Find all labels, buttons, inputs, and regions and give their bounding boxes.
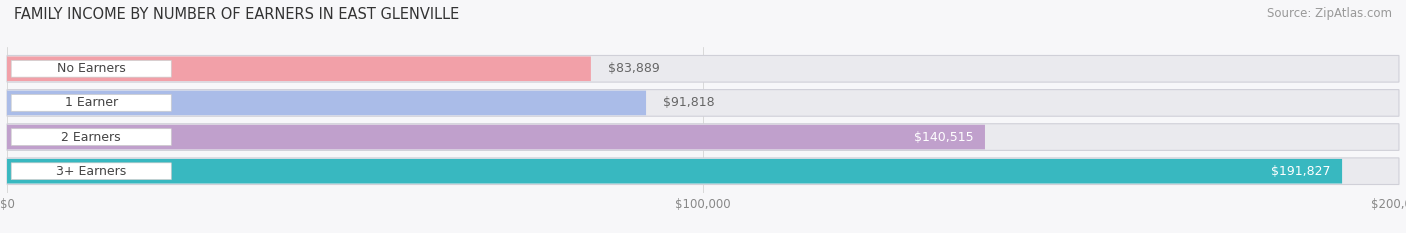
FancyBboxPatch shape (7, 55, 1399, 82)
FancyBboxPatch shape (7, 90, 1399, 116)
FancyBboxPatch shape (11, 163, 172, 180)
FancyBboxPatch shape (7, 56, 591, 81)
FancyBboxPatch shape (7, 124, 1399, 150)
Text: $83,889: $83,889 (607, 62, 659, 75)
Text: No Earners: No Earners (56, 62, 125, 75)
Text: 2 Earners: 2 Earners (62, 130, 121, 144)
FancyBboxPatch shape (7, 91, 645, 115)
FancyBboxPatch shape (11, 60, 172, 77)
Text: 1 Earner: 1 Earner (65, 96, 118, 110)
Text: FAMILY INCOME BY NUMBER OF EARNERS IN EAST GLENVILLE: FAMILY INCOME BY NUMBER OF EARNERS IN EA… (14, 7, 460, 22)
Text: 3+ Earners: 3+ Earners (56, 165, 127, 178)
Text: Source: ZipAtlas.com: Source: ZipAtlas.com (1267, 7, 1392, 20)
FancyBboxPatch shape (7, 125, 986, 149)
Text: $91,818: $91,818 (662, 96, 714, 110)
FancyBboxPatch shape (7, 158, 1399, 185)
Text: $140,515: $140,515 (914, 130, 974, 144)
Text: $191,827: $191,827 (1271, 165, 1331, 178)
FancyBboxPatch shape (11, 129, 172, 145)
FancyBboxPatch shape (11, 95, 172, 111)
FancyBboxPatch shape (7, 159, 1343, 184)
